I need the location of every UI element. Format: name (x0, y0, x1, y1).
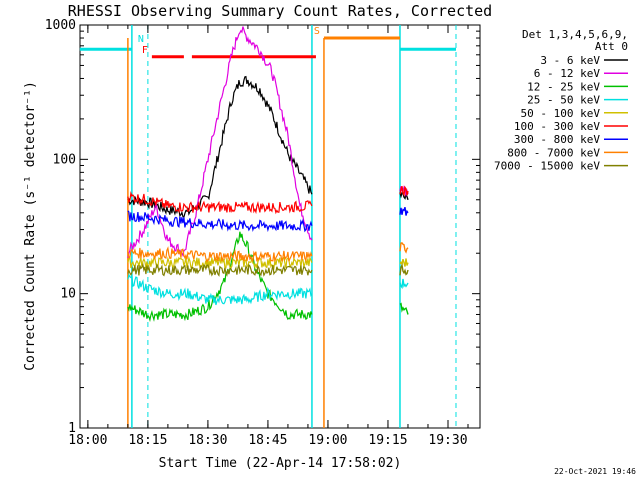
footer-timestamp: 22-Oct-2021 19:46 (554, 467, 636, 476)
plot-border (79, 24, 481, 429)
y-tick-label: 1 (68, 421, 76, 436)
x-tick-label: 18:45 (248, 433, 287, 448)
series-segment2-50-100keV (399, 258, 409, 267)
series-segment2-12-25keV (399, 302, 409, 315)
legend-label: 300 - 800 keV (514, 133, 600, 146)
x-tick-label: 18:30 (188, 433, 227, 448)
series-segment2-800-7000keV (399, 242, 409, 254)
series-segment2-7000-15000keV (399, 262, 409, 276)
x-tick-label: 18:00 (68, 433, 107, 448)
series-line-25-50keV (127, 272, 313, 306)
y-tick-label: 1000 (45, 18, 76, 33)
flag-label: F (142, 45, 148, 56)
series-line-100-300keV (127, 191, 313, 215)
series-segment2-100-300keV (399, 185, 409, 197)
x-tick-label: 19:30 (428, 433, 467, 448)
x-tick-label: 18:15 (128, 433, 167, 448)
x-axis-label: Start Time (22-Apr-14 17:58:02) (159, 456, 402, 471)
flag-label: S (314, 26, 320, 37)
series-segment2-300-800keV (399, 206, 409, 216)
legend-label: 12 - 25 keV (527, 80, 600, 93)
plot-frame (79, 24, 481, 429)
series-segment2-3-6keV (399, 191, 409, 201)
legend-label: 50 - 100 keV (521, 107, 601, 120)
series-layer (127, 26, 409, 323)
series-line-300-800keV (127, 210, 313, 233)
chart-title: RHESSI Observing Summary Count Rates, Co… (68, 2, 492, 20)
series-line-800-7000keV (127, 246, 313, 263)
legend-header: Det 1,3,4,5,6,9, (522, 28, 628, 41)
series-line-7000-15000keV (127, 262, 313, 277)
x-tick-label: 19:15 (368, 433, 407, 448)
legend-label: 25 - 50 keV (527, 94, 600, 107)
legend-label: 7000 - 15000 keV (494, 160, 600, 173)
series-line-3-6keV (127, 75, 313, 219)
flag-label: N (138, 34, 144, 45)
y-tick-label: 100 (53, 152, 76, 167)
flag-markers: NF S (79, 25, 457, 428)
legend-header: Att 0 (595, 40, 628, 53)
series-line-6-12keV (127, 26, 313, 259)
legend-label: 3 - 6 keV (540, 54, 600, 67)
series-line-12-25keV (127, 231, 313, 323)
series-line-50-100keV (127, 255, 313, 271)
y-tick-label: 10 (60, 287, 76, 302)
legend-label: 100 - 300 keV (514, 120, 600, 133)
legend-label: 6 - 12 keV (534, 67, 601, 80)
axis-ticks: 18:00 18:15 18:30 18:45 19:00 19:15 19:30 1 10 10… (45, 18, 480, 448)
series-segment2-25-50keV (399, 278, 409, 290)
legend-label: 800 - 7000 keV (507, 146, 600, 159)
y-axis-label: Corrected Count Rate (s⁻¹ detector⁻¹) (23, 81, 38, 371)
x-tick-label: 19:00 (308, 433, 347, 448)
